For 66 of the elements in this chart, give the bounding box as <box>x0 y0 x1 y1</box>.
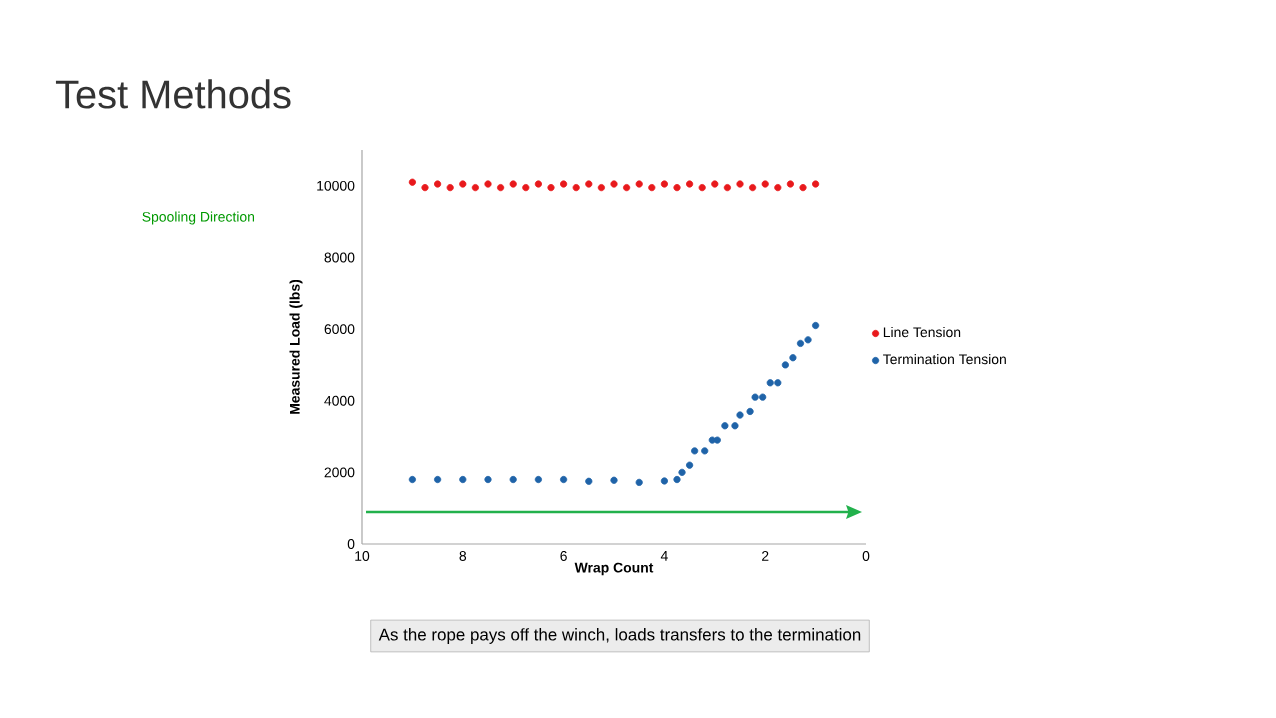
point <box>804 336 812 344</box>
point <box>408 178 416 186</box>
point <box>686 461 694 469</box>
point <box>708 436 716 444</box>
point <box>736 180 744 188</box>
point <box>766 379 774 387</box>
point <box>713 436 721 444</box>
point <box>781 361 789 369</box>
point <box>459 180 467 188</box>
text: As the rope pays off the winch, loads transfers to the termination <box>378 628 861 644</box>
point <box>484 475 492 484</box>
chart-title: Test Methods <box>55 79 291 109</box>
point <box>459 475 467 484</box>
point <box>597 184 605 192</box>
point <box>736 411 744 419</box>
point <box>723 184 731 192</box>
point <box>560 180 568 188</box>
point <box>796 339 805 347</box>
point <box>497 184 505 192</box>
point <box>635 478 643 486</box>
point <box>572 184 580 192</box>
point <box>434 180 442 188</box>
point <box>812 180 820 188</box>
point <box>749 184 757 192</box>
point <box>686 180 694 188</box>
point <box>691 447 699 455</box>
point <box>789 354 797 362</box>
point <box>635 180 643 188</box>
point <box>774 379 782 387</box>
point <box>746 407 754 416</box>
point <box>560 475 568 484</box>
point <box>522 184 530 192</box>
point <box>534 180 542 188</box>
point <box>623 184 631 192</box>
point <box>446 184 454 192</box>
point <box>751 393 759 401</box>
point <box>759 393 767 401</box>
point <box>673 475 681 484</box>
point <box>471 184 479 192</box>
point <box>711 180 719 188</box>
point <box>698 184 706 192</box>
point <box>585 477 593 485</box>
point <box>660 477 668 485</box>
point <box>678 468 686 476</box>
point <box>484 180 492 188</box>
point <box>547 184 555 192</box>
point <box>408 475 416 484</box>
point <box>812 321 820 330</box>
point <box>509 475 517 484</box>
point <box>585 180 593 188</box>
point <box>610 476 618 484</box>
point <box>761 180 769 188</box>
point <box>701 447 709 455</box>
point <box>673 184 681 192</box>
point <box>434 475 442 484</box>
point <box>648 184 656 192</box>
point <box>610 180 618 188</box>
point <box>509 180 517 188</box>
point <box>731 422 739 430</box>
point <box>774 184 782 192</box>
point <box>660 180 668 188</box>
point <box>721 422 729 430</box>
point <box>421 184 429 192</box>
point <box>786 180 794 188</box>
point <box>799 184 807 192</box>
point <box>534 475 542 484</box>
